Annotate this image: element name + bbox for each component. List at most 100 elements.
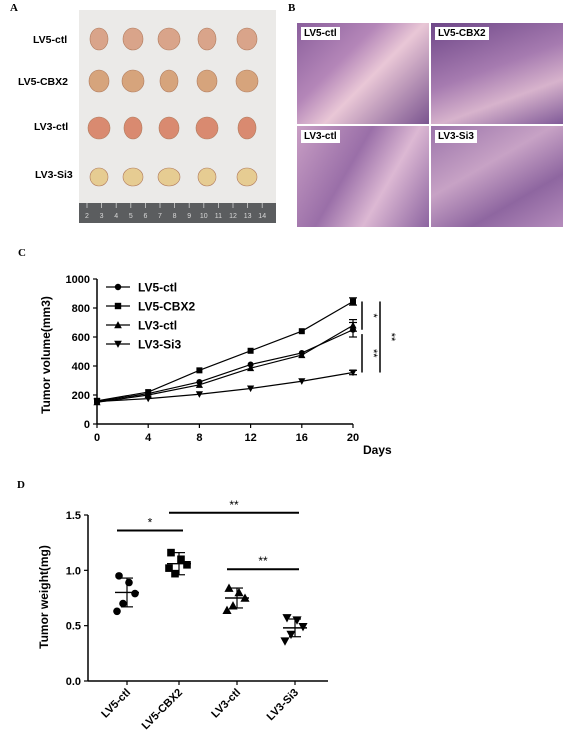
data-point-lv5-cbx2 [247,347,254,354]
tumor-photo-svg: 2 3 4 5 6 7 8 9 10 11 12 13 14 [79,10,276,223]
y-tick-label: 1.0 [66,565,81,577]
data-point-lv3-ctl [234,587,244,597]
data-point-lv3-si3 [280,637,290,646]
y-tick-label: 0.5 [66,621,81,633]
x-tick-label: LV5-ctl [99,687,133,721]
data-point-lv5-cbx2 [171,569,179,578]
tumor-lv5-ctl [157,27,181,51]
data-point-lv3-si3 [282,614,292,623]
row-label-lv5-ctl: LV5-ctl [33,34,68,46]
y-tick-label: 400 [72,361,90,373]
histology-label: LV3-ctl [301,130,340,143]
x-tick-label: LV5-CBX2 [140,687,186,733]
tumor-lv3-ctl [237,116,257,140]
data-point-lv3-si3 [93,398,101,406]
legend-marker [114,302,122,310]
data-point-lv3-ctl [298,351,306,359]
legend-marker [114,321,122,329]
ruler-number: 4 [114,213,118,220]
x-tick-label: 20 [347,432,359,444]
ruler-number: 10 [200,213,208,220]
series-line-lv5-ctl [96,329,354,403]
tumor-lv3-ctl [87,116,111,140]
data-point-lv5-ctl [131,589,139,598]
legend-label: LV3-ctl [138,319,177,333]
tumor-lv5-cbx2 [159,69,179,93]
tumor-lv3-si3 [122,167,144,187]
series-line-lv3-si3 [96,371,354,403]
ruler-number: 9 [187,213,191,220]
tumor-lv5-ctl [122,27,144,51]
data-point-lv3-si3 [298,378,306,385]
x-tick-label: 4 [145,432,152,444]
tumor-lv3-si3 [89,167,109,187]
tumor-lv5-ctl [236,27,258,51]
panel-label-a: A [10,2,18,14]
data-point-lv3-si3 [286,630,296,640]
series-line-lv3-ctl [96,324,354,403]
data-point-lv5-cbx2 [196,367,203,374]
data-point-lv5-cbx2 [298,328,305,335]
tumor-lv3-ctl [158,116,180,140]
data-point-lv3-si3 [247,385,255,393]
data-point-lv5-ctl [119,599,127,608]
significance-label: * [367,313,379,318]
data-point-lv5-cbx2 [177,555,185,564]
tumor-volume-chart: Tumor volume(mm3) Days 02004006008001000… [39,274,397,457]
significance-label: * [148,515,153,529]
data-point-lv5-cbx2 [183,561,191,569]
tumor-lv3-si3 [197,167,217,187]
data-point-lv3-si3 [298,622,308,632]
significance-label: ** [229,498,239,512]
y-tick-label: 800 [72,303,90,315]
data-point-lv3-ctl [222,605,232,614]
data-point-lv3-si3 [292,616,302,625]
data-point-lv3-ctl [247,364,255,372]
significance-label: ** [385,333,397,342]
legend-label: LV5-ctl [138,281,177,295]
tumor-weight-chart: Tumor weight(mg) 0.0 0.5 1.0 1.5 LV5-ctl LV5-… [37,498,328,733]
y-tick-label: 200 [72,390,90,402]
tumor-photo: 2 3 4 5 6 7 8 9 10 11 12 13 14 [79,10,276,223]
ruler-number: 14 [258,213,266,220]
ruler-number: 12 [229,213,237,220]
y-tick-label: 0.0 [66,676,81,688]
ruler-number: 6 [143,213,147,220]
tumor-lv3-si3 [236,167,258,187]
data-point-lv3-ctl [224,583,234,592]
data-point-lv3-si3 [195,391,203,398]
row-label-lv5-cbx2: LV5-CBX2 [18,76,68,88]
ruler-number: 5 [129,213,133,220]
tumor-lv3-ctl [195,116,219,140]
data-point-lv5-cbx2 [167,548,175,557]
data-point-lv5-ctl [247,361,254,368]
tumor-lv5-cbx2 [196,69,218,93]
data-point-lv5-ctl [115,572,123,580]
ruler-number: 8 [173,213,177,220]
ruler-number: 7 [158,213,162,220]
x-axis-label: Days [363,443,392,457]
row-label-lv3-ctl: LV3-ctl [34,121,69,133]
histology-label: LV5-ctl [301,27,340,40]
series-line-lv5-cbx2 [96,300,354,402]
y-tick-label: 600 [72,332,90,344]
panel-label-b: B [288,2,296,14]
y-tick-label: 1000 [66,274,90,286]
data-point-lv3-ctl [195,381,203,388]
significance-label: ** [367,349,379,358]
histology-image-lv3-ctl: LV3-ctl [297,126,429,227]
panel-label-c: C [18,247,26,259]
ruler-number: 2 [85,213,89,220]
significance-label: ** [258,554,268,568]
y-axis-label: Tumor volume(mm3) [39,296,53,414]
tumor-lv5-ctl [197,27,217,51]
ruler [79,203,276,223]
tumor-lv3-si3 [157,167,181,187]
legend-marker [114,340,122,348]
legend-marker [114,283,122,291]
panel-label-d: D [17,479,25,491]
tumor-lv5-ctl [89,27,109,51]
ruler-number: 13 [244,213,252,220]
tumor-lv5-cbx2 [121,69,145,93]
x-tick-label: 16 [296,432,308,444]
